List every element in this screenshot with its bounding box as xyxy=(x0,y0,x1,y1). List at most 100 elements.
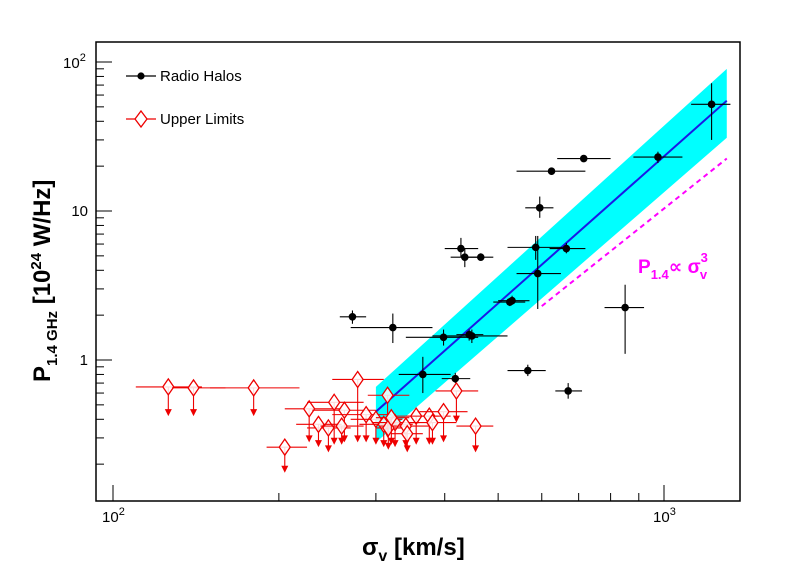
upper-limit-point xyxy=(409,413,457,445)
limit-marker xyxy=(381,386,394,405)
slope-annotation: P1.4∝ σ3 v xyxy=(638,250,708,282)
limit-marker xyxy=(335,416,348,436)
halo-marker xyxy=(579,154,588,163)
halo-point xyxy=(691,83,731,140)
limit-arrow-head xyxy=(372,437,380,445)
limit-arrow-head xyxy=(440,435,448,443)
limit-arrow-head xyxy=(314,440,322,448)
limit-arrow-head xyxy=(387,437,395,445)
annot-p: P xyxy=(638,257,651,278)
annot-sub: 1.4 xyxy=(651,267,670,282)
y-axis-title: P1.4 GHz [1024 W/Hz] xyxy=(28,180,61,382)
fit-line xyxy=(375,99,728,413)
halo-marker xyxy=(621,303,629,312)
limit-marker xyxy=(247,378,260,398)
upper-limit-point xyxy=(391,424,423,453)
x-tick-base: 10 xyxy=(102,509,119,526)
limit-arrow-head xyxy=(190,409,198,417)
limit-arrow-head xyxy=(412,437,420,445)
limit-arrow-head xyxy=(380,440,388,448)
halo-point xyxy=(549,242,586,254)
halo-point xyxy=(441,372,471,384)
halo-marker xyxy=(707,100,716,109)
y-title-sup: 24 xyxy=(28,252,45,269)
limit-arrow-head xyxy=(338,437,346,445)
limit-arrow-head xyxy=(324,445,332,453)
upper-limit-point xyxy=(332,405,392,443)
x-tick-exp: 3 xyxy=(670,506,676,518)
halo-point xyxy=(525,196,554,218)
limit-marker xyxy=(312,415,325,434)
halo-point xyxy=(432,329,508,344)
halo-marker xyxy=(533,269,542,278)
x-title-units: [km/s] xyxy=(387,534,464,561)
y-tick-label: 1 xyxy=(80,352,88,369)
annot-rel: ∝ σ xyxy=(669,257,701,278)
limit-arrow-head xyxy=(428,437,436,445)
limit-marker xyxy=(359,405,373,424)
halo-point xyxy=(444,237,479,258)
y-title-pre: [10 xyxy=(29,270,56,311)
limit-arrow-head xyxy=(305,435,313,443)
y-title-sub: 1.4 GHz xyxy=(44,311,61,366)
limit-marker xyxy=(162,377,175,397)
legend: Radio Halos Upper Limits xyxy=(126,68,244,129)
limit-marker xyxy=(400,424,414,443)
halo-marker xyxy=(564,387,572,395)
halo-marker xyxy=(389,323,397,332)
limit-arrow-head xyxy=(164,409,172,417)
upper-limit-point xyxy=(210,378,300,417)
x-tick-exp: 2 xyxy=(119,506,125,518)
x-title-main: σ xyxy=(362,534,378,561)
upper-limit-point xyxy=(435,381,479,423)
upper-limits-series xyxy=(135,370,494,473)
halo-point xyxy=(555,383,583,399)
halo-marker xyxy=(468,332,476,340)
upper-limit-point xyxy=(456,416,494,453)
limit-marker xyxy=(322,418,335,438)
halo-marker xyxy=(547,167,556,175)
halo-point xyxy=(339,310,367,324)
upper-limit-point xyxy=(172,378,226,417)
limit-arrow-head xyxy=(330,437,338,445)
halo-marker xyxy=(562,244,571,253)
halo-marker xyxy=(457,244,465,253)
x-title-sub: v xyxy=(378,548,387,565)
halo-marker xyxy=(461,253,469,261)
upper-limit-point xyxy=(332,370,384,443)
halo-marker xyxy=(439,333,448,342)
halo-point xyxy=(516,235,561,309)
halo-point xyxy=(507,364,546,377)
slope-reference-line xyxy=(541,157,728,307)
axis-ticks xyxy=(96,61,665,501)
fit-line-layer xyxy=(375,99,728,413)
legend-label-upper-limits: Upper Limits xyxy=(160,111,244,128)
halo-point xyxy=(350,313,433,344)
halo-point xyxy=(516,167,586,175)
halo-point xyxy=(398,356,451,394)
halo-marker xyxy=(654,153,662,161)
limit-arrow-head xyxy=(281,465,289,473)
limit-marker xyxy=(351,370,364,389)
limit-arrow-head xyxy=(452,415,460,423)
limit-marker xyxy=(469,416,482,436)
limit-arrow-head xyxy=(472,445,480,453)
limit-marker xyxy=(327,393,341,412)
limit-marker xyxy=(437,402,450,421)
y-tick-base: 10 xyxy=(63,55,80,72)
upper-limit-point xyxy=(266,438,308,473)
limit-marker xyxy=(385,408,398,427)
y-title-main: P xyxy=(29,366,56,382)
halo-marker xyxy=(348,312,357,321)
x-tick-base: 10 xyxy=(653,509,670,526)
annot-subv: v xyxy=(700,267,708,282)
halo-point xyxy=(557,154,611,163)
upper-limit-point xyxy=(284,399,342,443)
limit-arrow-head xyxy=(250,409,258,417)
limit-arrow-head xyxy=(403,445,411,453)
halo-marker xyxy=(531,243,540,252)
limit-arrow-head xyxy=(391,440,399,448)
